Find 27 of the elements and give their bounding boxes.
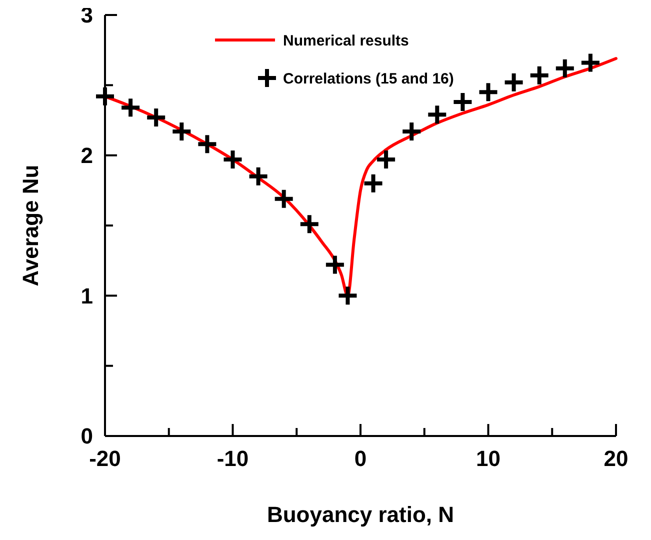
point — [554, 57, 576, 80]
point — [247, 165, 270, 188]
x-axis-title: Buoyancy ratio, N — [266, 502, 454, 527]
legend-label: Numerical results — [283, 32, 409, 50]
point — [324, 254, 346, 276]
point — [477, 81, 500, 104]
point — [426, 104, 448, 126]
point — [362, 172, 384, 194]
x-tick-label: 0 — [354, 446, 367, 471]
point — [502, 71, 525, 94]
x-tick-label: -10 — [216, 446, 249, 471]
point — [94, 85, 116, 108]
point — [272, 188, 295, 210]
legend-label: Correlations (15 and 16) — [283, 70, 454, 88]
x-tick-label: 20 — [604, 446, 628, 471]
point — [298, 213, 320, 236]
point — [120, 96, 142, 119]
point — [196, 133, 218, 156]
x-tick-label: 10 — [476, 446, 500, 471]
point — [528, 64, 550, 86]
y-axis-title: Average Nu — [18, 164, 43, 286]
point — [336, 284, 359, 307]
y-tick-label: 2 — [80, 143, 93, 168]
point — [579, 52, 602, 74]
y-tick-label: 1 — [80, 283, 93, 308]
y-tick-label: 0 — [80, 424, 93, 449]
x-tick-label: -20 — [89, 446, 121, 471]
